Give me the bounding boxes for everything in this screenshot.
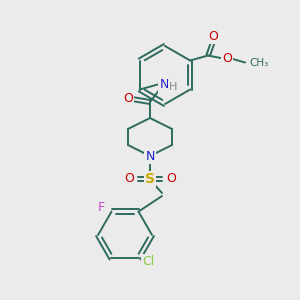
- Text: F: F: [98, 201, 105, 214]
- Text: O: O: [124, 172, 134, 185]
- Text: O: O: [222, 52, 232, 65]
- Text: H: H: [169, 82, 177, 92]
- Text: O: O: [208, 30, 218, 43]
- Text: N: N: [159, 79, 169, 92]
- Text: CH₃: CH₃: [249, 58, 268, 68]
- Text: O: O: [166, 172, 176, 185]
- Text: Cl: Cl: [142, 255, 154, 268]
- Text: O: O: [123, 92, 133, 106]
- Text: S: S: [145, 172, 155, 186]
- Text: N: N: [145, 149, 155, 163]
